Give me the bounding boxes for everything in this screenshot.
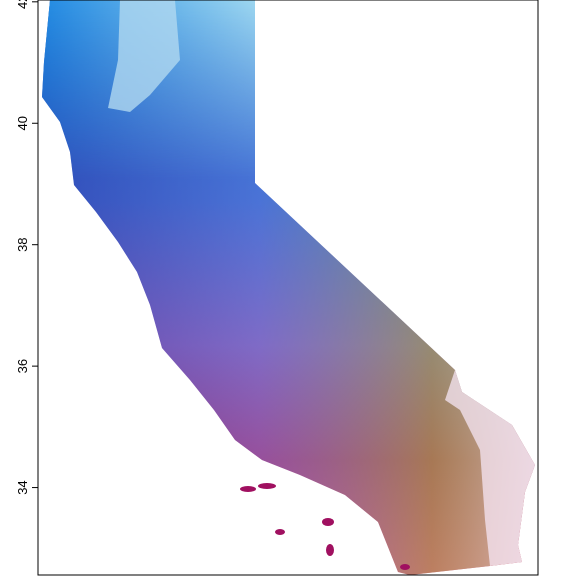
y-axis: 34 36 38 40 42: [15, 0, 38, 495]
y-tick-label: 38: [15, 237, 30, 251]
plot-frame: [37, 0, 539, 576]
y-tick-label: 34: [15, 480, 30, 494]
y-tick-label: 36: [15, 359, 30, 373]
y-tick-label: 42: [15, 0, 30, 9]
y-tick-label: 40: [15, 116, 30, 130]
islands: [240, 483, 410, 570]
